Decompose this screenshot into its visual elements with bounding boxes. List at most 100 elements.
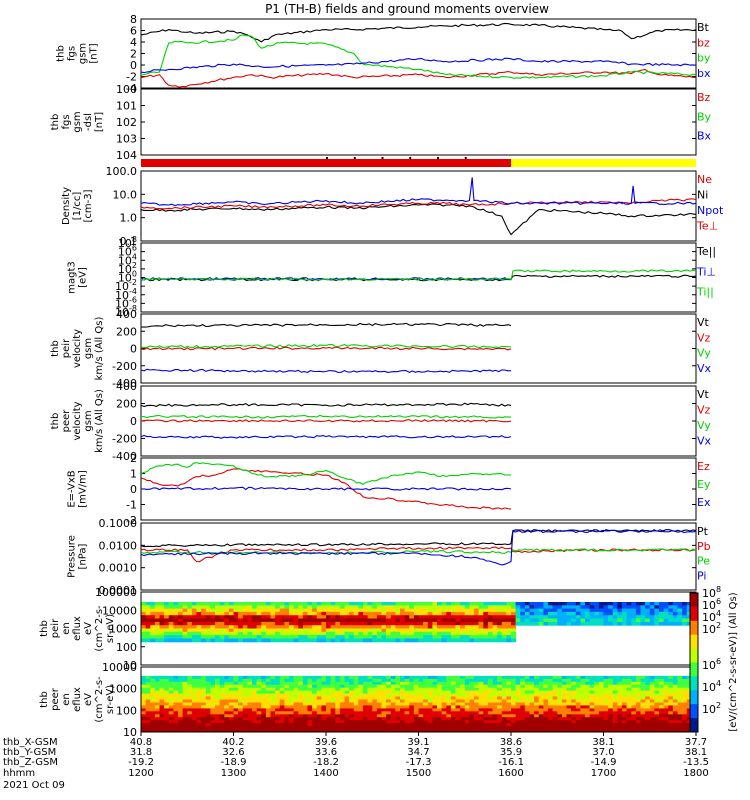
colorbar-tick: 108 bbox=[702, 585, 721, 600]
heatmap-cell bbox=[247, 635, 253, 639]
heatmap-cell bbox=[413, 615, 419, 619]
heatmap-cell bbox=[483, 711, 489, 715]
legend-entry: Vy bbox=[697, 347, 711, 360]
heatmap-cell bbox=[603, 726, 609, 730]
heatmap-cell bbox=[242, 621, 248, 626]
heatmap-cell bbox=[307, 729, 313, 733]
heatmap-cell bbox=[561, 608, 567, 613]
heatmap-cell bbox=[339, 618, 345, 623]
heatmap-cell bbox=[196, 615, 202, 619]
heatmap-cell bbox=[182, 708, 188, 712]
heatmap-cell bbox=[154, 628, 160, 633]
heatmap-cell bbox=[321, 681, 327, 686]
heatmap-cell bbox=[450, 608, 456, 613]
heatmap-cell bbox=[242, 625, 248, 629]
heatmap-cell bbox=[358, 675, 364, 680]
heatmap-cell bbox=[256, 702, 262, 706]
heatmap-cell bbox=[330, 684, 336, 689]
heatmap-cell bbox=[141, 602, 147, 606]
heatmap-cell bbox=[612, 720, 618, 724]
heatmap-cell bbox=[640, 708, 646, 712]
heatmap-cell bbox=[159, 696, 165, 700]
heatmap-cell bbox=[321, 608, 327, 613]
heatmap-cell bbox=[182, 726, 188, 730]
heatmap-cell bbox=[353, 608, 359, 613]
heatmap-cell bbox=[474, 720, 480, 724]
heatmap-cell bbox=[506, 678, 512, 683]
heatmap-cell bbox=[561, 699, 567, 703]
heatmap-cell bbox=[321, 687, 327, 692]
heatmap-cell bbox=[501, 638, 507, 643]
heatmap-cell bbox=[612, 705, 618, 709]
heatmap-cell bbox=[682, 729, 688, 733]
heatmap-cell bbox=[575, 602, 581, 606]
heatmap-cell bbox=[497, 675, 503, 680]
heatmap-cell bbox=[506, 690, 512, 695]
heatmap-cell bbox=[617, 684, 623, 689]
heatmap-cell bbox=[330, 711, 336, 715]
heatmap-cell bbox=[511, 631, 517, 636]
heatmap-cell bbox=[238, 608, 244, 613]
heatmap-cell bbox=[561, 696, 567, 700]
heatmap-cell bbox=[455, 705, 461, 709]
heatmap-cell bbox=[469, 611, 475, 616]
heatmap-cell bbox=[321, 684, 327, 689]
heatmap-cell bbox=[298, 687, 304, 692]
series-by bbox=[140, 34, 697, 79]
heatmap-cell bbox=[622, 720, 628, 724]
heatmap-cell bbox=[566, 696, 572, 700]
heatmap-cell bbox=[372, 628, 378, 633]
heatmap-cell bbox=[326, 631, 332, 636]
heatmap-cell bbox=[159, 684, 165, 689]
heatmap-cell bbox=[219, 621, 225, 626]
heatmap-cell bbox=[275, 635, 281, 639]
heatmap-cell bbox=[145, 678, 151, 683]
heatmap-cell bbox=[376, 699, 382, 703]
heatmap-cell bbox=[302, 635, 308, 639]
heatmap-cell bbox=[446, 714, 452, 718]
heatmap-cell bbox=[386, 705, 392, 709]
heatmap-cell bbox=[626, 675, 632, 680]
heatmap-cell bbox=[571, 705, 577, 709]
heatmap-cell bbox=[626, 615, 632, 619]
heatmap-cell bbox=[566, 711, 572, 715]
heatmap-cell bbox=[242, 635, 248, 639]
heatmap-cell bbox=[150, 687, 156, 692]
heatmap-cell bbox=[302, 711, 308, 715]
heatmap-cell bbox=[520, 711, 526, 715]
heatmap-cell bbox=[589, 608, 595, 613]
heatmap-cell bbox=[538, 690, 544, 695]
heatmap-cell bbox=[538, 705, 544, 709]
heatmap-cell bbox=[635, 696, 641, 700]
heatmap-cell bbox=[145, 696, 151, 700]
heatmap-cell bbox=[487, 696, 493, 700]
heatmap-cell bbox=[631, 605, 637, 610]
heatmap-cell bbox=[228, 714, 234, 718]
heatmap-cell bbox=[506, 675, 512, 680]
heatmap-cell bbox=[219, 702, 225, 706]
heatmap-cell bbox=[330, 608, 336, 613]
heatmap-cell bbox=[168, 687, 174, 692]
heatmap-cell bbox=[321, 705, 327, 709]
heatmap-cell bbox=[182, 618, 188, 623]
heatmap-cell bbox=[450, 638, 456, 643]
heatmap-cell bbox=[441, 687, 447, 692]
heatmap-cell bbox=[538, 699, 544, 703]
heatmap-cell bbox=[585, 684, 591, 689]
heatmap-cell bbox=[367, 618, 373, 623]
heatmap-cell bbox=[358, 678, 364, 683]
heatmap-cell bbox=[649, 729, 655, 733]
heatmap-cell bbox=[145, 717, 151, 721]
heatmap-cell bbox=[529, 605, 535, 610]
heatmap-cell bbox=[400, 714, 406, 718]
heatmap-cell bbox=[501, 696, 507, 700]
x-value: 38.1 bbox=[592, 737, 614, 748]
heatmap-cell bbox=[520, 605, 526, 610]
heatmap-cell bbox=[154, 711, 160, 715]
heatmap-cell bbox=[432, 635, 438, 639]
heatmap-cell bbox=[474, 605, 480, 610]
heatmap-cell bbox=[182, 729, 188, 733]
heatmap-cell bbox=[247, 717, 253, 721]
heatmap-cell bbox=[238, 631, 244, 636]
heatmap-cell bbox=[178, 690, 184, 695]
